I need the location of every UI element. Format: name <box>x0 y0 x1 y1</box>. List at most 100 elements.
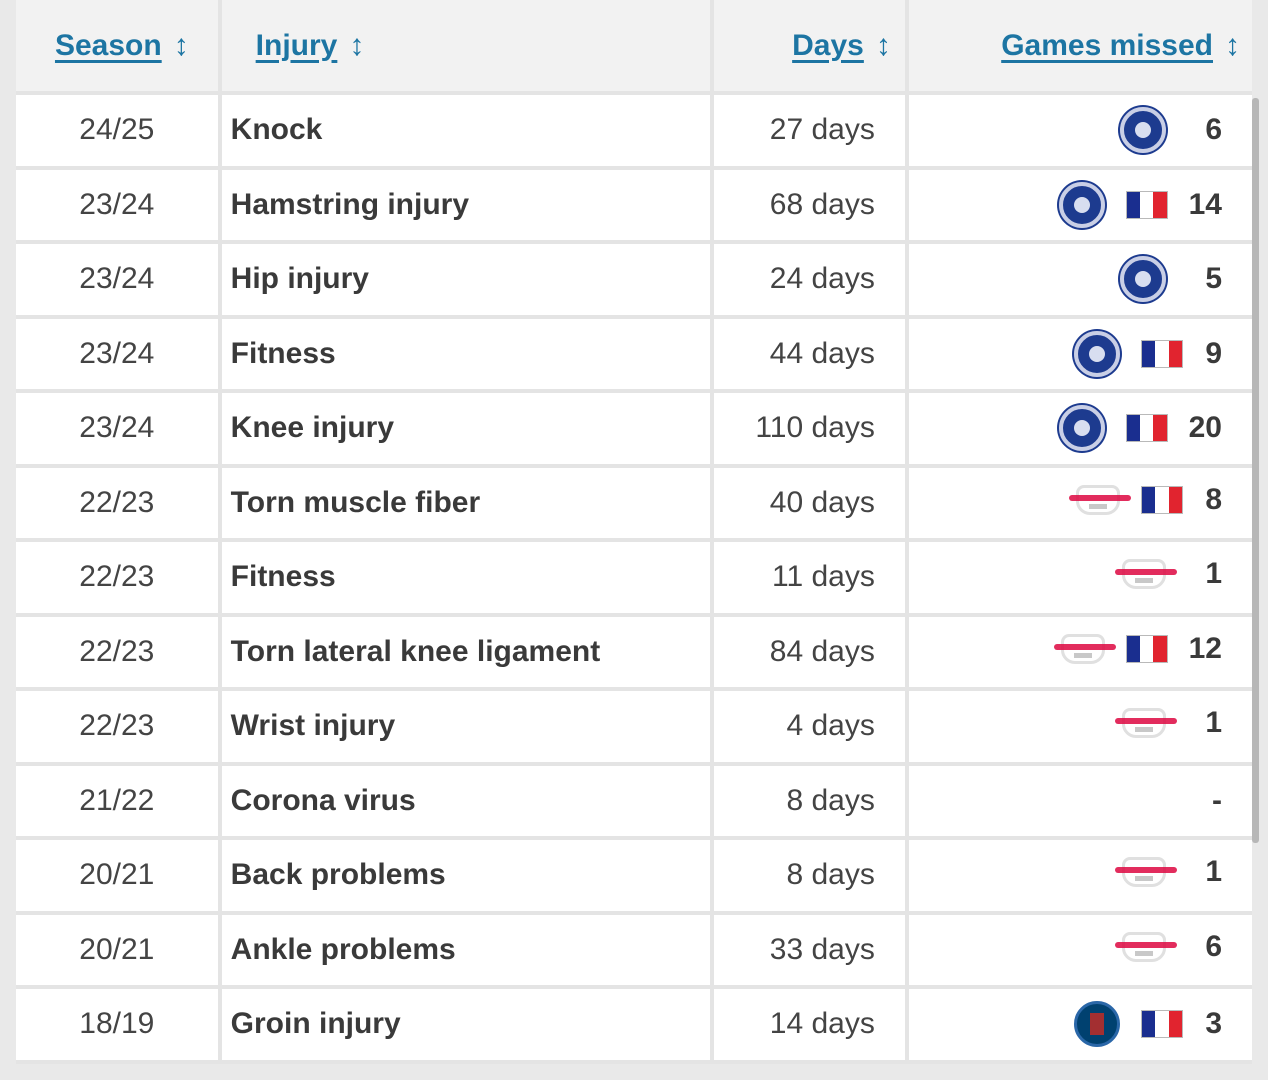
games-missed-count: 1 <box>1205 855 1222 889</box>
injury-column-header[interactable]: Injury ↕ <box>221 0 711 91</box>
sort-arrows-icon[interactable]: ↕ <box>1225 28 1240 62</box>
games-missed-header-label[interactable]: Games missed <box>1001 28 1213 62</box>
table-row: 18/19 Groin injury 14 days 3 <box>16 989 1252 1060</box>
rb-leipzig-crest-icon[interactable] <box>1115 931 1177 962</box>
games-missed-cell: 8 <box>908 467 1252 538</box>
games-missed-group: 20 <box>1058 405 1222 452</box>
season-cell: 22/23 <box>16 691 218 762</box>
injury-cell: Fitness <box>221 318 711 389</box>
rb-leipzig-crest-icon[interactable] <box>1115 708 1177 739</box>
season-cell: 22/23 <box>16 467 218 538</box>
days-header-label[interactable]: Days <box>792 28 864 62</box>
injury-rows: 24/25 Knock 27 days 6 23/24 Hamstring injury 6… <box>16 95 1252 1060</box>
days-cell: 84 days <box>714 616 905 687</box>
season-column-header[interactable]: Season ↕ <box>16 0 218 91</box>
rb-leipzig-crest-icon[interactable] <box>1115 857 1177 888</box>
season-cell: 22/23 <box>16 616 218 687</box>
injury-cell: Back problems <box>221 840 711 911</box>
games-missed-group: 5 <box>1120 256 1222 303</box>
vertical-scrollbar[interactable] <box>1252 98 1259 843</box>
games-missed-cell: 1 <box>908 840 1252 911</box>
table-row: 20/21 Ankle problems 33 days 6 <box>16 914 1252 985</box>
chelsea-crest-icon[interactable] <box>1120 256 1166 303</box>
games-missed-cell: 12 <box>908 616 1252 687</box>
injury-cell: Hamstring injury <box>221 169 711 240</box>
france-flag-icon <box>1126 415 1167 442</box>
games-missed-count: 3 <box>1205 1007 1222 1041</box>
sort-arrows-icon[interactable]: ↕ <box>349 28 365 62</box>
games-missed-cell: 5 <box>908 244 1252 315</box>
season-cell: 23/24 <box>16 318 218 389</box>
days-cell: 14 days <box>714 989 905 1060</box>
games-missed-count: 9 <box>1205 336 1222 370</box>
table-row: 22/23 Torn muscle fiber 40 days 8 <box>16 467 1252 538</box>
games-missed-count: 5 <box>1205 262 1222 296</box>
days-cell: 40 days <box>714 467 905 538</box>
games-missed-cell: 9 <box>908 318 1252 389</box>
table-row: 23/24 Hamstring injury 68 days 14 <box>16 169 1252 240</box>
sort-by-season-link[interactable]: Season ↕ <box>55 29 189 63</box>
table-row: 22/23 Fitness 11 days 1 <box>16 542 1252 613</box>
season-cell: 23/24 <box>16 393 218 464</box>
games-missed-cell: - <box>908 765 1252 836</box>
games-missed-count: 20 <box>1188 411 1222 445</box>
sort-by-injury-link[interactable]: Injury ↕ <box>256 29 365 63</box>
rb-leipzig-crest-icon[interactable] <box>1115 559 1177 590</box>
games-missed-group: - <box>1204 784 1222 818</box>
games-missed-column-header[interactable]: Games missed ↕ <box>908 0 1252 91</box>
games-missed-group: 14 <box>1058 181 1222 228</box>
table-header-row: Season ↕ Injury ↕ Days ↕ <box>16 0 1252 91</box>
days-cell: 8 days <box>714 765 905 836</box>
chelsea-crest-icon[interactable] <box>1058 181 1105 228</box>
france-flag-icon <box>1126 635 1167 662</box>
season-header-label[interactable]: Season <box>54 28 162 62</box>
days-cell: 24 days <box>714 244 905 315</box>
games-missed-group: 1 <box>1115 706 1222 740</box>
days-cell: 11 days <box>714 542 905 613</box>
days-cell: 110 days <box>714 393 905 464</box>
days-cell: 4 days <box>714 691 905 762</box>
chelsea-crest-icon[interactable] <box>1074 330 1120 377</box>
table-row: 21/22 Corona virus 8 days - <box>16 765 1252 836</box>
games-missed-group: 8 <box>1069 483 1222 517</box>
days-cell: 8 days <box>714 840 905 911</box>
rb-leipzig-crest-icon[interactable] <box>1069 484 1131 515</box>
sort-by-days-link[interactable]: Days ↕ <box>792 29 891 63</box>
games-missed-group: 1 <box>1115 855 1222 889</box>
season-cell: 23/24 <box>16 244 218 315</box>
sort-by-games-missed-link[interactable]: Games missed ↕ <box>1001 29 1240 63</box>
table-row: 23/24 Knee injury 110 days 20 <box>16 393 1252 464</box>
psg-crest-icon[interactable] <box>1074 1001 1120 1048</box>
injury-header-label[interactable]: Injury <box>255 28 338 62</box>
chelsea-crest-icon[interactable] <box>1058 405 1105 452</box>
days-cell: 27 days <box>714 95 905 166</box>
injury-cell: Torn muscle fiber <box>221 467 711 538</box>
rb-leipzig-crest-icon[interactable] <box>1053 633 1116 664</box>
injury-cell: Knee injury <box>221 393 711 464</box>
season-cell: 18/19 <box>16 989 218 1060</box>
table-row: 20/21 Back problems 8 days 1 <box>16 840 1252 911</box>
season-cell: 24/25 <box>16 95 218 166</box>
games-missed-group: 12 <box>1053 632 1222 666</box>
days-cell: 44 days <box>714 318 905 389</box>
games-missed-count: 6 <box>1205 929 1222 963</box>
games-missed-count: 6 <box>1205 113 1222 147</box>
days-cell: 33 days <box>714 914 905 985</box>
table-row: 22/23 Wrist injury 4 days 1 <box>16 691 1252 762</box>
games-missed-group: 6 <box>1120 107 1222 154</box>
france-flag-icon <box>1142 1011 1182 1038</box>
injury-history-table: Season ↕ Injury ↕ Days ↕ <box>12 0 1256 1064</box>
injury-cell: Corona virus <box>221 765 711 836</box>
table-row: 23/24 Fitness 44 days 9 <box>16 318 1252 389</box>
days-column-header[interactable]: Days ↕ <box>714 0 905 91</box>
chelsea-crest-icon[interactable] <box>1120 107 1166 154</box>
injury-cell: Ankle problems <box>221 914 711 985</box>
sort-arrows-icon[interactable]: ↕ <box>173 28 189 62</box>
games-missed-cell: 14 <box>908 169 1252 240</box>
sort-arrows-icon[interactable]: ↕ <box>875 28 891 62</box>
table-row: 24/25 Knock 27 days 6 <box>16 95 1252 166</box>
games-missed-group: 3 <box>1074 1001 1222 1048</box>
france-flag-icon <box>1142 486 1182 513</box>
games-missed-group: 1 <box>1115 557 1222 591</box>
games-missed-cell: 20 <box>908 393 1252 464</box>
